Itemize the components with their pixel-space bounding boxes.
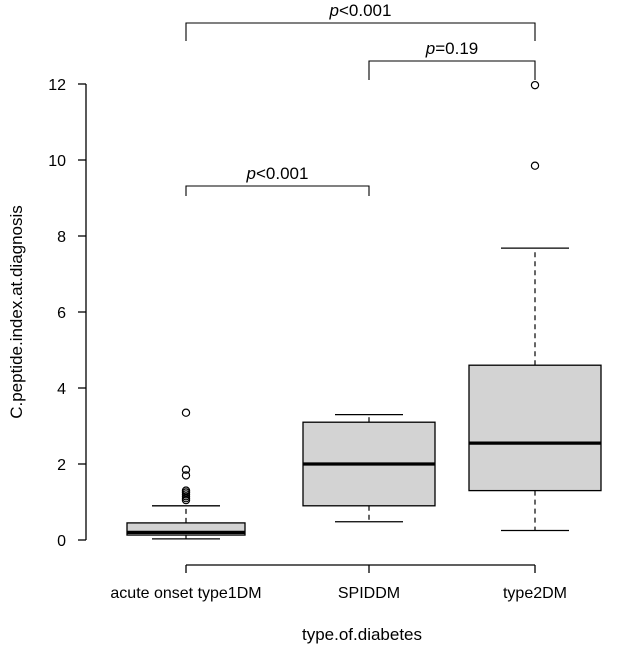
x-tick-label: acute onset type1DM (110, 585, 261, 602)
p-value: <0.001 (256, 164, 308, 183)
bracket-line (185, 185, 370, 196)
y-tick-label: 10 (48, 153, 66, 170)
p-value-label: p<0.001 (246, 164, 309, 183)
y-tick-label: 4 (57, 381, 66, 398)
significance-bracket: p=0.19 (368, 39, 536, 80)
bracket-line (368, 60, 536, 80)
significance-bracket: p<0.001 (185, 164, 370, 196)
bracket-line (185, 22, 536, 41)
box-group (302, 413, 436, 523)
y-tick-label: 0 (57, 533, 66, 550)
y-tick-label: 6 (57, 305, 66, 322)
p-symbol: p (425, 39, 435, 58)
p-value: <0.001 (339, 1, 391, 20)
y-tick-label: 2 (57, 457, 66, 474)
outlier-point (181, 471, 191, 480)
outlier-point (530, 161, 540, 170)
x-axis-label: type.of.diabetes (302, 625, 422, 644)
y-tick-label: 8 (57, 229, 66, 246)
p-value-label: p=0.19 (425, 39, 478, 58)
boxes (126, 80, 602, 540)
box-group (468, 80, 602, 532)
x-tick-label: type2DM (503, 585, 567, 602)
outlier-point (181, 408, 191, 417)
outlier-point (530, 80, 540, 90)
box-group (126, 408, 246, 540)
x-tick-label: SPIDDM (338, 585, 400, 602)
p-value-label: p<0.001 (329, 1, 392, 20)
box-iqr (468, 364, 602, 492)
axes: 0 2 4 6 8 10 12 acute onset type1DM SPIDDM type2D… (48, 77, 567, 602)
y-axis-label: C.peptide.index.at.diagnosis (7, 205, 26, 419)
outlier-point (181, 486, 191, 495)
outlier-point (181, 465, 191, 474)
y-tick-label: 12 (48, 77, 66, 94)
p-value: =0.19 (435, 39, 478, 58)
p-symbol: p (329, 1, 339, 20)
p-symbol: p (246, 164, 256, 183)
significance-bracket: p<0.001 (185, 1, 536, 41)
